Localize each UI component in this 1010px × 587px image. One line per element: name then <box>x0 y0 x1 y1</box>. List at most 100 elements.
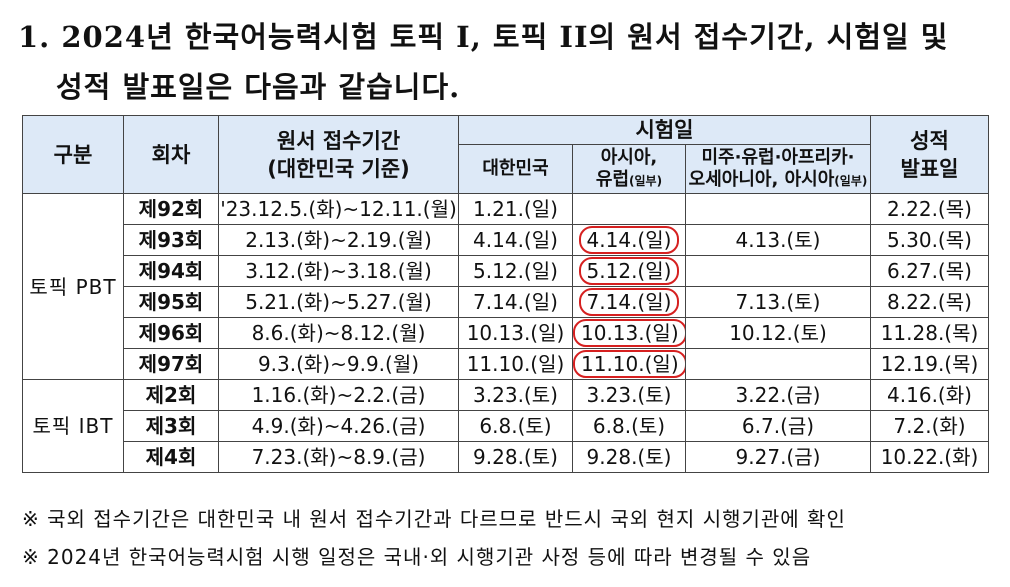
asia-europe-date-cell: 5.12.(일) <box>572 255 686 287</box>
asia-europe-date-cell: 10.13.(일) <box>572 317 686 349</box>
korea-date-cell: 3.23.(토) <box>458 379 573 411</box>
table-row: 제96회 8.6.(화)~8.12.(월) 10.13.(일) 10.13.(일) 10… <box>23 317 989 349</box>
round-cell: 제93회 <box>123 224 219 256</box>
americas-date-cell: 10.12.(토) <box>685 317 871 349</box>
round-cell: 제92회 <box>123 193 219 225</box>
exam-schedule-table: 구분 회차 원서 접수기간 (대한민국 기준) 시험일 성적 발표일 대한민국 … <box>22 115 989 473</box>
circled-date: 5.12.(일) <box>578 257 680 285</box>
header-americas-note: (일부) <box>834 173 868 188</box>
table-row: 제4회 7.23.(화)~8.9.(금) 9.28.(토) 9.28.(토) 9.27.… <box>23 441 989 473</box>
header-asia-europe-line2: 유럽 <box>595 168 630 190</box>
result-date-cell: 5.30.(목) <box>870 224 989 256</box>
application-cell: 9.3.(화)~9.9.(월) <box>218 348 459 380</box>
americas-date-cell: 7.13.(토) <box>685 286 871 318</box>
heading-line-1: 1. 2024년 한국어능력시험 토픽 I, 토픽 II의 원서 접수기간, 시… <box>18 20 949 54</box>
header-americas-line2: 오세아니아, 아시아 <box>688 168 835 190</box>
note-1: ※ 국외 접수기간은 대한민국 내 원서 접수기간과 다르므로 반드시 국외 현… <box>22 507 846 531</box>
header-asia-europe: 아시아, 유럽(일부) <box>572 144 686 194</box>
round-cell: 제3회 <box>123 410 219 442</box>
header-round: 회차 <box>123 115 219 194</box>
header-application-period: 원서 접수기간 (대한민국 기준) <box>218 115 459 194</box>
asia-europe-date-cell: 9.28.(토) <box>572 441 686 473</box>
korea-date-cell: 7.14.(일) <box>458 286 573 318</box>
table-row: 토픽 IBT 제2회 1.16.(화)~2.2.(금) 3.23.(토) 3.23.(토… <box>22 379 989 473</box>
asia-europe-date-cell: 6.8.(토) <box>572 410 686 442</box>
korea-date-cell: 9.28.(토) <box>458 441 573 473</box>
application-cell: 2.13.(화)~2.19.(월) <box>218 224 459 256</box>
round-cell: 제95회 <box>123 286 219 318</box>
table-row: 토픽 PBT 제92회 '23.12.5.(화)~12.11.(월) 1.21.(일)… <box>22 193 989 380</box>
round-cell: 제94회 <box>123 255 219 287</box>
asia-europe-date-cell: 11.10.(일) <box>572 348 686 380</box>
date-text: 6.8.(토) <box>592 414 666 438</box>
asia-europe-date-cell <box>572 193 686 225</box>
header-americas-line1: 미주·유럽·아프리카· <box>701 146 855 168</box>
circled-date: 7.14.(일) <box>578 288 680 316</box>
notes: ※ 국외 접수기간은 대한민국 내 원서 접수기간과 다르므로 반드시 국외 현… <box>22 500 988 576</box>
header-application-line2: (대한민국 기준) <box>267 156 410 181</box>
header-asia-europe-line1: 아시아, <box>600 146 658 168</box>
korea-date-cell: 1.21.(일) <box>458 193 573 225</box>
korea-date-cell: 11.10.(일) <box>458 348 573 380</box>
header-korea: 대한민국 <box>458 144 573 194</box>
americas-date-cell <box>685 255 871 287</box>
round-cell: 제4회 <box>123 441 219 473</box>
header-exam-date: 시험일 <box>458 115 871 145</box>
korea-date-cell: 6.8.(토) <box>458 410 573 442</box>
section-heading: 1. 2024년 한국어능력시험 토픽 I, 토픽 II의 원서 접수기간, 시… <box>18 12 993 112</box>
category-cell: 토픽 IBT <box>22 379 124 473</box>
result-date-cell: 11.28.(목) <box>870 317 989 349</box>
round-cell: 제97회 <box>123 348 219 380</box>
americas-date-cell: 9.27.(금) <box>685 441 871 473</box>
schedule-body: 토픽 PBT 제92회 '23.12.5.(화)~12.11.(월) 1.21.(일)… <box>22 193 989 473</box>
table-row: 제95회 5.21.(화)~5.27.(월) 7.14.(일) 7.14.(일) 7.1… <box>23 286 989 318</box>
header-application-line1: 원서 접수기간 <box>276 128 401 153</box>
table-row: 제3회 4.9.(화)~4.26.(금) 6.8.(토) 6.8.(토) 6.7.(금)… <box>23 410 989 442</box>
result-date-cell: 4.16.(화) <box>870 379 989 411</box>
circled-date: 11.10.(일) <box>573 350 685 378</box>
header-americas: 미주·유럽·아프리카· 오세아니아, 아시아(일부) <box>685 144 871 194</box>
round-cell: 제96회 <box>123 317 219 349</box>
application-cell: 7.23.(화)~8.9.(금) <box>218 441 459 473</box>
table-row: 제97회 9.3.(화)~9.9.(월) 11.10.(일) 11.10.(일) 12.… <box>23 348 989 380</box>
result-date-cell: 8.22.(목) <box>870 286 989 318</box>
date-text: 9.28.(토) <box>586 445 672 469</box>
result-date-cell: 7.2.(화) <box>870 410 989 442</box>
americas-date-cell <box>685 193 871 225</box>
round-cell: 제2회 <box>123 379 219 411</box>
korea-date-cell: 4.14.(일) <box>458 224 573 256</box>
header-asia-europe-note: (일부) <box>629 173 663 188</box>
note-2: ※ 2024년 한국어능력시험 시행 일정은 국내·외 시행기관 사정 등에 따… <box>22 545 812 569</box>
table-row: 제94회 3.12.(화)~3.18.(월) 5.12.(일) 5.12.(일) 6.2… <box>23 255 989 287</box>
header-result-line2: 발표일 <box>900 156 959 181</box>
header-category: 구분 <box>22 115 124 194</box>
table-row: 제93회 2.13.(화)~2.19.(월) 4.14.(일) 4.14.(일) 4.1… <box>23 224 989 256</box>
application-cell: 4.9.(화)~4.26.(금) <box>218 410 459 442</box>
application-cell: 1.16.(화)~2.2.(금) <box>218 379 459 411</box>
header-result-date: 성적 발표일 <box>870 115 989 194</box>
heading-line-2: 성적 발표일은 다음과 같습니다. <box>56 70 461 104</box>
header-result-line1: 성적 <box>910 128 949 153</box>
result-date-cell: 10.22.(화) <box>870 441 989 473</box>
asia-europe-date-cell: 7.14.(일) <box>572 286 686 318</box>
application-cell: '23.12.5.(화)~12.11.(월) <box>218 193 459 225</box>
korea-date-cell: 5.12.(일) <box>458 255 573 287</box>
result-date-cell: 12.19.(목) <box>870 348 989 380</box>
result-date-cell: 6.27.(목) <box>870 255 989 287</box>
circled-date: 10.13.(일) <box>573 319 685 347</box>
asia-europe-date-cell: 4.14.(일) <box>572 224 686 256</box>
application-cell: 3.12.(화)~3.18.(월) <box>218 255 459 287</box>
circled-date: 4.14.(일) <box>578 226 680 254</box>
application-cell: 8.6.(화)~8.12.(월) <box>218 317 459 349</box>
americas-date-cell: 6.7.(금) <box>685 410 871 442</box>
americas-date-cell: 3.22.(금) <box>685 379 871 411</box>
category-cell: 토픽 PBT <box>22 193 124 380</box>
americas-date-cell <box>685 348 871 380</box>
result-date-cell: 2.22.(목) <box>870 193 989 225</box>
korea-date-cell: 10.13.(일) <box>458 317 573 349</box>
application-cell: 5.21.(화)~5.27.(월) <box>218 286 459 318</box>
date-text: 3.23.(토) <box>586 383 672 407</box>
asia-europe-date-cell: 3.23.(토) <box>572 379 686 411</box>
americas-date-cell: 4.13.(토) <box>685 224 871 256</box>
